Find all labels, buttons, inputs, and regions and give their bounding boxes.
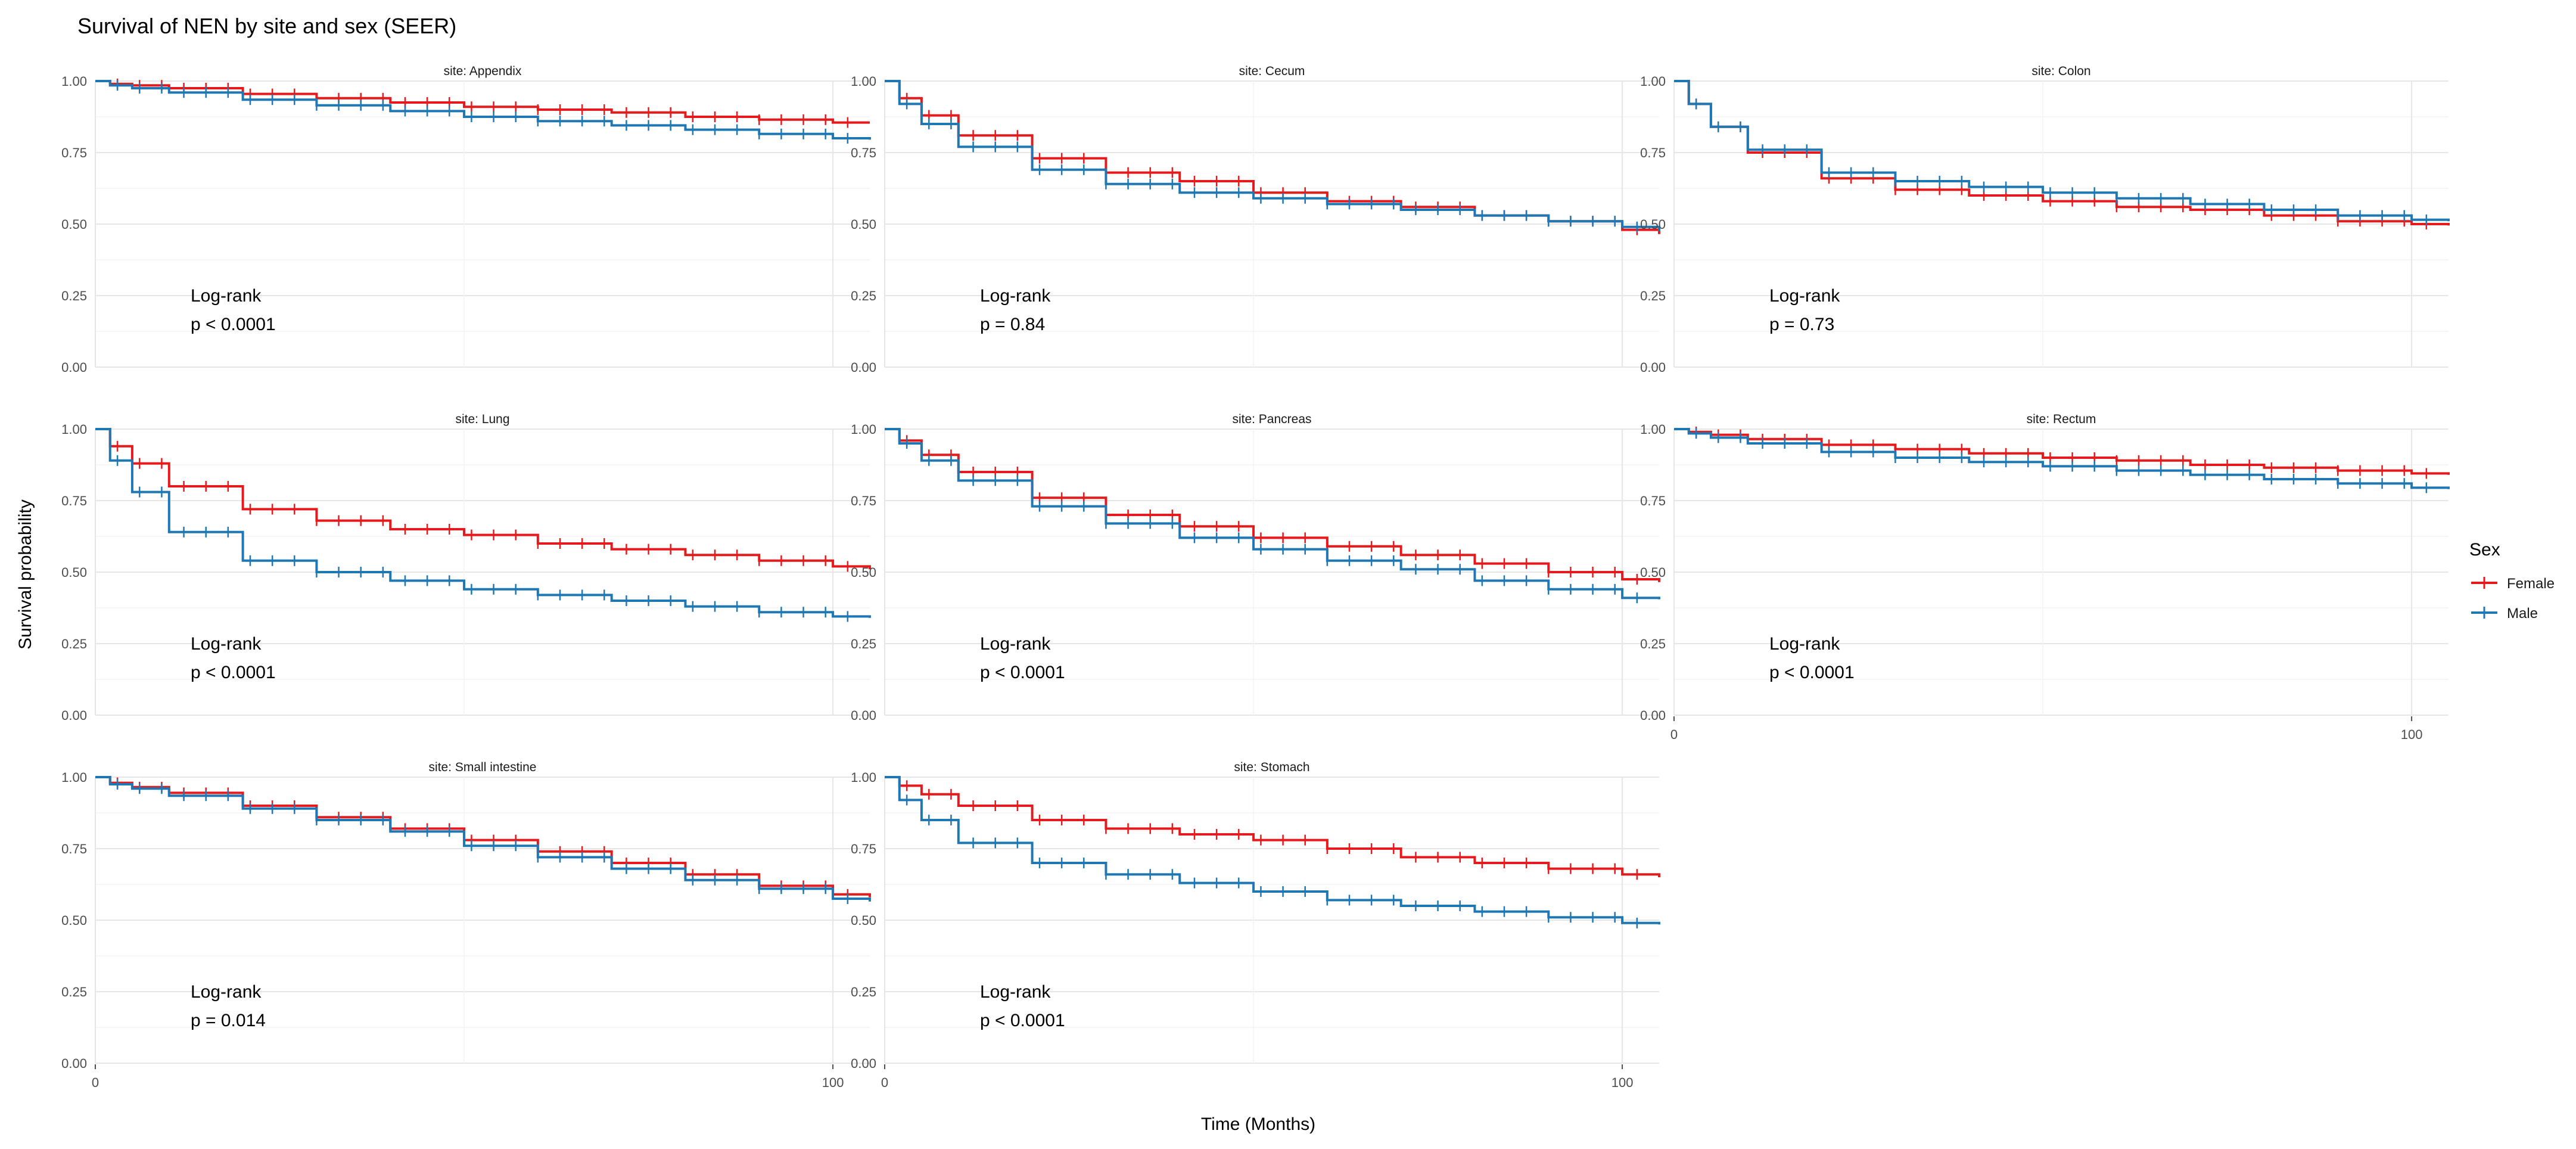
x-tick-label: 0 [881,1075,888,1090]
y-tick-label: 0.00 [1640,360,1666,375]
y-tick-label: 0.00 [61,360,87,375]
series-line-female [1674,428,2450,475]
y-tick-label: 0.25 [1640,288,1666,303]
logrank-label: Log-rank [1769,286,1840,306]
logrank-label: Log-rank [980,286,1051,306]
p-value-label: p = 0.73 [1769,315,1834,334]
series-line-male [95,80,871,140]
panel-small-intestine: site: Small intestine 0.00 0.25 0.50 0.75 1.0… [61,760,871,1090]
chart-title: Survival of NEN by site and sex (SEER) [77,14,456,38]
y-tick-label: 0.50 [1640,565,1666,580]
x-tick-label: 100 [1611,1075,1634,1090]
series-line-female [885,776,1660,877]
logrank-label: Log-rank [980,982,1051,1002]
logrank-label: Log-rank [191,982,262,1002]
y-tick-label: 0.25 [61,985,87,999]
strip-label: site: Appendix [444,64,522,78]
logrank-label: Log-rank [1769,634,1840,654]
y-tick-label: 0.75 [851,493,876,508]
y-tick-label: 0.50 [851,565,876,580]
x-tick-label: 100 [2401,727,2423,742]
series-line-male [885,80,1660,231]
p-value-label: p < 0.0001 [1769,663,1855,682]
strip-label: site: Cecum [1239,64,1305,78]
series-line-female [95,428,871,570]
y-tick-label: 1.00 [851,74,876,89]
y-tick-label: 1.00 [1640,422,1666,437]
logrank-label: Log-rank [191,634,262,654]
y-tick-label: 1.00 [61,770,87,785]
p-value-label: p = 0.84 [980,315,1045,334]
y-tick-label: 0.50 [61,913,87,928]
p-value-label: p < 0.0001 [191,315,276,334]
logrank-label: Log-rank [980,634,1051,654]
y-tick-label: 1.00 [61,74,87,89]
series-line-female [1674,80,2450,226]
panel-stomach: site: Stomach 0.00 0.25 0.50 0.75 1.00 0 100 Log… [851,760,1660,1090]
facet-panels: site: Appendix 0.00 0.25 0.50 0.75 1.00 Log-ra… [61,64,2450,1090]
legend-title: Sex [2469,540,2500,560]
strip-label: site: Colon [2031,64,2090,78]
y-tick-label: 0.75 [851,841,876,856]
y-tick-label: 0.00 [851,708,876,723]
series-line-male [95,428,871,618]
y-tick-label: 0.00 [1640,708,1666,723]
legend: Sex Female Male [2469,540,2555,622]
strip-label: site: Pancreas [1232,412,1311,426]
panel-pancreas: site: Pancreas 0.00 0.25 0.50 0.75 1.00 Log-ra… [851,412,1660,723]
y-tick-label: 0.25 [851,288,876,303]
x-tick-label: 0 [1670,727,1678,742]
legend-label-female: Female [2507,576,2555,592]
x-tick-label: 0 [92,1075,99,1090]
series-line-male [885,428,1660,600]
y-tick-label: 0.50 [1640,217,1666,232]
y-tick-label: 0.00 [61,708,87,723]
y-tick-label: 1.00 [851,770,876,785]
x-tick-label: 100 [822,1075,844,1090]
y-tick-label: 0.00 [851,360,876,375]
y-axis-title: Survival probability [15,499,35,650]
series-line-female [885,80,1660,234]
panel-rectum: site: Rectum 0.00 0.25 0.50 0.75 1.00 0 100 Log-… [1640,412,2450,742]
y-tick-label: 1.00 [1640,74,1666,89]
y-tick-label: 1.00 [851,422,876,437]
y-tick-label: 0.25 [851,985,876,999]
y-tick-label: 0.75 [1640,493,1666,508]
strip-label: site: Rectum [2027,412,2096,426]
p-value-label: p < 0.0001 [980,663,1065,682]
y-tick-label: 0.75 [61,145,87,160]
y-tick-label: 0.75 [61,493,87,508]
p-value-label: p < 0.0001 [980,1011,1065,1030]
strip-label: site: Lung [455,412,509,426]
series-line-female [885,428,1660,582]
strip-label: site: Small intestine [429,760,537,774]
x-axis-title: Time (Months) [1201,1114,1315,1134]
y-tick-label: 0.25 [851,636,876,651]
panel-appendix: site: Appendix 0.00 0.25 0.50 0.75 1.00 Log-ra… [61,64,871,375]
y-tick-label: 1.00 [61,422,87,437]
p-value-label: p < 0.0001 [191,663,276,682]
legend-label-male: Male [2507,605,2538,622]
y-tick-label: 0.75 [1640,145,1666,160]
panel-lung: site: Lung 0.00 0.25 0.50 0.75 1.00 Log-rank p … [61,412,871,723]
y-tick-label: 0.75 [851,145,876,160]
y-tick-label: 0.25 [1640,636,1666,651]
y-tick-label: 0.25 [61,288,87,303]
y-tick-label: 0.00 [851,1056,876,1071]
y-tick-label: 0.00 [61,1056,87,1071]
y-tick-label: 0.50 [851,217,876,232]
y-tick-label: 0.25 [61,636,87,651]
y-tick-label: 0.50 [61,565,87,580]
strip-label: site: Stomach [1234,760,1309,774]
panel-colon: site: Colon 0.00 0.25 0.50 0.75 1.00 Log-rank p… [1640,64,2450,375]
logrank-label: Log-rank [191,286,262,306]
panel-cecum: site: Cecum 0.00 0.25 0.50 0.75 1.00 Log-rank p… [851,64,1660,375]
p-value-label: p = 0.014 [191,1011,266,1030]
series-line-male [885,776,1660,925]
y-tick-label: 0.75 [61,841,87,856]
y-tick-label: 0.50 [61,217,87,232]
y-tick-label: 0.50 [851,913,876,928]
